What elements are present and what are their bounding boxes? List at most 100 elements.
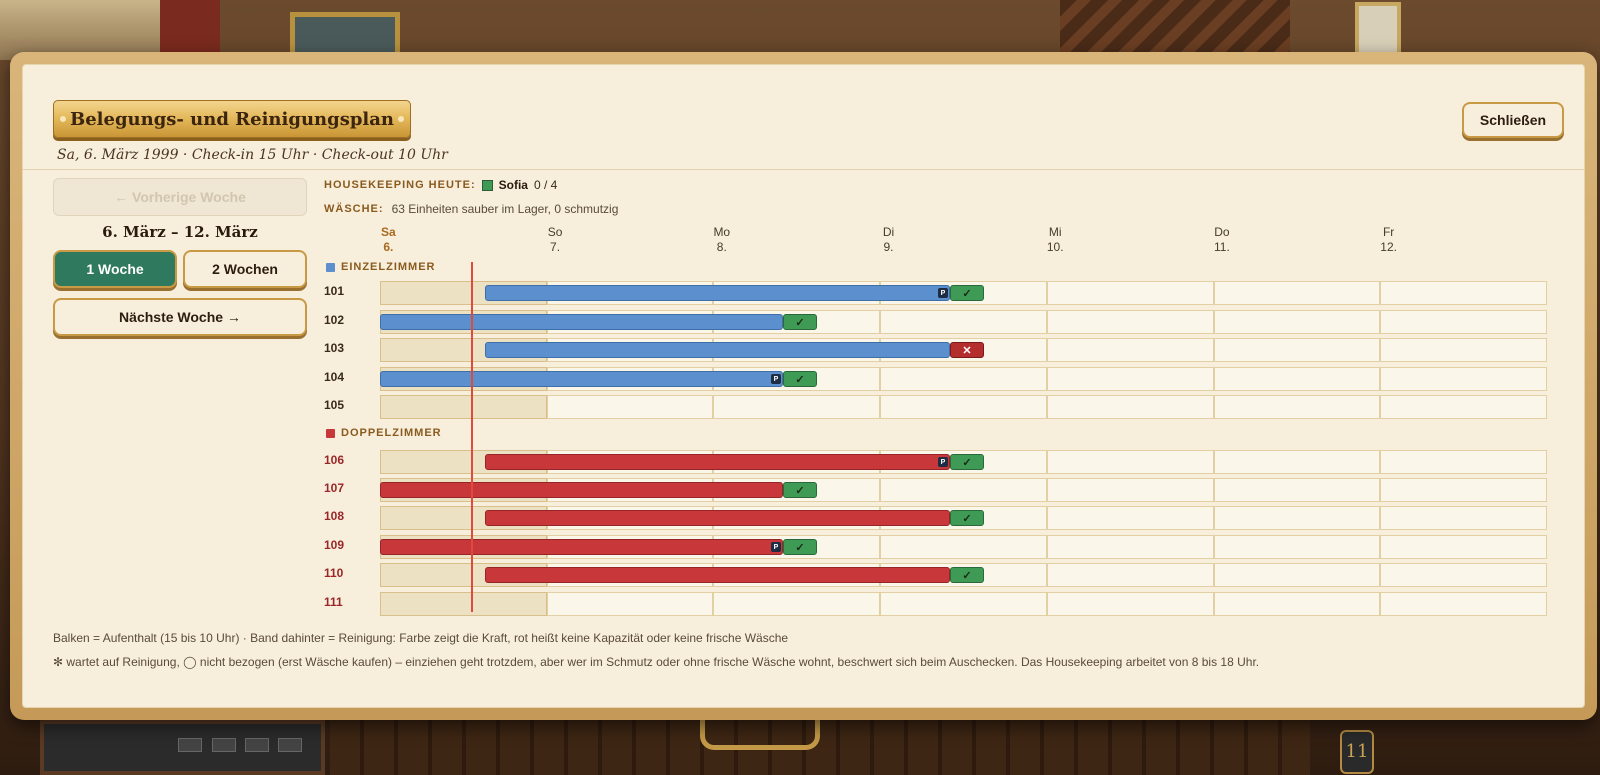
cleaning-ok-icon[interactable]: ✓ bbox=[950, 285, 984, 301]
day-cell[interactable] bbox=[1380, 395, 1548, 419]
day-date: 6. bbox=[383, 240, 394, 254]
day-cell[interactable] bbox=[1046, 563, 1214, 587]
day-cell[interactable] bbox=[1380, 563, 1548, 587]
cleaning-ok-icon[interactable]: ✓ bbox=[783, 314, 817, 330]
stay-bar[interactable] bbox=[380, 539, 783, 555]
day-cell[interactable] bbox=[1380, 478, 1548, 502]
schedule-dialog: Belegungs- und Reinigungsplan Sa, 6. Mär… bbox=[10, 52, 1597, 720]
day-cell[interactable] bbox=[380, 592, 547, 616]
dialog-subtitle: Sa, 6. März 1999 · Check-in 15 Uhr · Che… bbox=[57, 147, 448, 163]
day-cell[interactable] bbox=[1380, 535, 1548, 559]
stay-bar[interactable] bbox=[485, 567, 950, 583]
one-week-button[interactable]: 1 Woche bbox=[53, 250, 177, 288]
room-number[interactable]: 102 bbox=[324, 313, 345, 327]
day-cell[interactable] bbox=[1213, 506, 1381, 530]
day-cell[interactable] bbox=[1213, 535, 1381, 559]
room-row[interactable] bbox=[380, 592, 1548, 616]
close-button[interactable]: Schließen bbox=[1462, 102, 1564, 138]
linen-text: 63 Einheiten sauber im Lager, 0 schmutzi… bbox=[391, 202, 619, 216]
two-weeks-button[interactable]: 2 Wochen bbox=[183, 250, 307, 288]
day-cell[interactable] bbox=[713, 592, 881, 616]
day-cell[interactable] bbox=[880, 592, 1047, 616]
day-header: Sa 6. bbox=[358, 225, 418, 255]
next-week-button[interactable]: Nächste Woche → bbox=[53, 298, 307, 336]
day-cell[interactable] bbox=[1213, 395, 1381, 419]
key-tag[interactable]: 11 bbox=[1340, 730, 1374, 774]
room-number[interactable]: 108 bbox=[324, 509, 345, 523]
room-number[interactable]: 110 bbox=[324, 566, 344, 580]
room-number[interactable]: 104 bbox=[324, 370, 345, 384]
stay-bar[interactable] bbox=[485, 454, 950, 470]
day-cell[interactable] bbox=[1046, 395, 1214, 419]
day-cell[interactable] bbox=[1046, 281, 1214, 305]
cleaning-ok-icon[interactable]: ✓ bbox=[783, 539, 817, 555]
room-number[interactable]: 106 bbox=[324, 453, 345, 467]
day-cell[interactable] bbox=[1380, 310, 1548, 334]
room-number[interactable]: 109 bbox=[324, 538, 345, 552]
cleaning-ok-icon[interactable]: ✓ bbox=[783, 482, 817, 498]
room-number[interactable]: 107 bbox=[324, 481, 345, 495]
day-cell[interactable] bbox=[1046, 367, 1214, 391]
day-cell[interactable] bbox=[1213, 281, 1381, 305]
day-header: Mi 10. bbox=[1025, 225, 1085, 255]
day-cell[interactable] bbox=[880, 367, 1047, 391]
day-cell[interactable] bbox=[1380, 281, 1548, 305]
vcr-forward-icon bbox=[278, 738, 302, 752]
room-row[interactable] bbox=[380, 281, 1548, 305]
stay-bar[interactable] bbox=[380, 371, 783, 387]
day-cell[interactable] bbox=[1046, 506, 1214, 530]
day-cell[interactable] bbox=[1046, 310, 1214, 334]
day-cell[interactable] bbox=[1046, 450, 1214, 474]
room-number[interactable]: 105 bbox=[324, 398, 345, 412]
drawer-handle bbox=[700, 720, 820, 750]
day-cell[interactable] bbox=[1213, 367, 1381, 391]
day-cell[interactable] bbox=[1380, 367, 1548, 391]
stay-bar[interactable] bbox=[380, 314, 783, 330]
day-cell[interactable] bbox=[1213, 450, 1381, 474]
day-cell[interactable] bbox=[1046, 535, 1214, 559]
day-cell[interactable] bbox=[380, 395, 547, 419]
stay-bar[interactable] bbox=[380, 482, 783, 498]
day-cell[interactable] bbox=[1046, 338, 1214, 362]
day-cell[interactable] bbox=[1213, 310, 1381, 334]
cleaning-ok-icon[interactable]: ✓ bbox=[783, 371, 817, 387]
room-number[interactable]: 111 bbox=[324, 595, 343, 609]
cleaning-ok-icon[interactable]: ✓ bbox=[950, 510, 984, 526]
day-cell[interactable] bbox=[1046, 592, 1214, 616]
current-time-line bbox=[471, 262, 473, 612]
dialog-paper: Belegungs- und Reinigungsplan Sa, 6. Mär… bbox=[22, 64, 1585, 708]
stay-bar[interactable] bbox=[485, 342, 950, 358]
day-cell[interactable] bbox=[1046, 478, 1214, 502]
day-cell[interactable] bbox=[1380, 592, 1548, 616]
day-name: Fr bbox=[1382, 225, 1395, 239]
staircase bbox=[1060, 0, 1290, 60]
day-name: Di bbox=[882, 225, 895, 239]
room-number[interactable]: 103 bbox=[324, 341, 345, 355]
room-number[interactable]: 101 bbox=[324, 284, 345, 298]
day-cell[interactable] bbox=[1380, 450, 1548, 474]
day-cell[interactable] bbox=[546, 395, 714, 419]
legend-line-1: Balken = Aufenthalt (15 bis 10 Uhr) · Ba… bbox=[53, 631, 789, 645]
cleaning-blocked-icon[interactable]: ✕ bbox=[950, 342, 984, 358]
day-cell[interactable] bbox=[713, 395, 881, 419]
cleaning-ok-icon[interactable]: ✓ bbox=[950, 567, 984, 583]
p-marker-icon: P bbox=[771, 374, 781, 384]
day-cell[interactable] bbox=[1213, 338, 1381, 362]
day-cell[interactable] bbox=[880, 535, 1047, 559]
stay-bar[interactable] bbox=[485, 510, 950, 526]
previous-week-button[interactable]: ← Vorherige Woche bbox=[53, 178, 307, 216]
day-cell[interactable] bbox=[546, 592, 714, 616]
vcr-stop-icon bbox=[245, 738, 269, 752]
cleaning-ok-icon[interactable]: ✓ bbox=[950, 454, 984, 470]
room-row[interactable] bbox=[380, 395, 1548, 419]
day-cell[interactable] bbox=[1213, 478, 1381, 502]
day-cell[interactable] bbox=[880, 478, 1047, 502]
day-cell[interactable] bbox=[1213, 592, 1381, 616]
day-cell[interactable] bbox=[880, 395, 1047, 419]
day-cell[interactable] bbox=[1380, 506, 1548, 530]
day-date: 12. bbox=[1380, 240, 1397, 254]
day-cell[interactable] bbox=[880, 310, 1047, 334]
day-cell[interactable] bbox=[1380, 338, 1548, 362]
stay-bar[interactable] bbox=[485, 285, 950, 301]
day-cell[interactable] bbox=[1213, 563, 1381, 587]
